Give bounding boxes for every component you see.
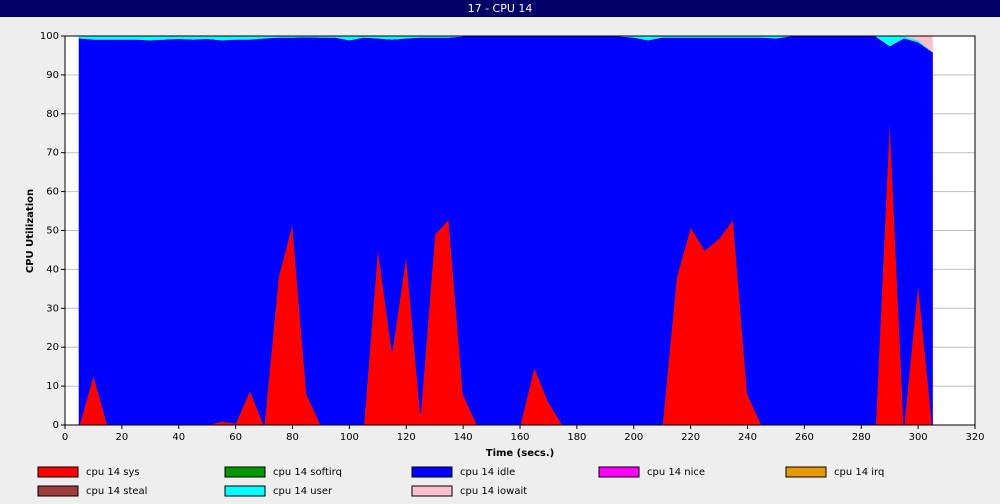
x-tick-label: 80 [286, 432, 299, 443]
y-axis-label: CPU Utilization [25, 189, 36, 273]
x-tick-label: 60 [229, 432, 242, 443]
y-tick-label: 60 [46, 187, 59, 198]
x-tick-label: 200 [624, 432, 643, 443]
y-tick-label: 10 [46, 381, 59, 392]
legend-label: cpu 14 steal [86, 486, 147, 497]
legend-swatch [411, 485, 453, 497]
legend-swatch [37, 485, 79, 497]
legend-label: cpu 14 idle [460, 467, 515, 478]
legend-label: cpu 14 nice [647, 467, 705, 478]
y-tick-label: 0 [53, 420, 59, 431]
x-axis-label: Time (secs.) [486, 448, 555, 459]
chart-title: 17 - CPU 14 [468, 2, 533, 15]
y-tick-label: 70 [46, 148, 59, 159]
plot-frame [64, 35, 976, 426]
y-tick-label: 90 [46, 70, 59, 81]
x-tick-label: 160 [510, 432, 529, 443]
x-tick-label: 140 [454, 432, 473, 443]
x-tick-label: 260 [795, 432, 814, 443]
y-tick-label: 100 [40, 31, 59, 42]
y-tick-label: 40 [46, 264, 59, 275]
x-tick-label: 20 [116, 432, 129, 443]
legend-swatch [224, 485, 266, 497]
y-tick-label: 20 [46, 342, 59, 353]
y-tick-label: 30 [46, 303, 59, 314]
legend-swatch [37, 466, 79, 478]
x-tick-label: 40 [172, 432, 185, 443]
x-tick-label: 220 [681, 432, 700, 443]
x-tick-label: 280 [852, 432, 871, 443]
legend-label: cpu 14 softirq [273, 467, 342, 478]
x-tick-label: 0 [62, 432, 68, 443]
legend-label: cpu 14 irq [834, 467, 884, 478]
x-tick-label: 320 [965, 432, 984, 443]
legend-swatch [785, 466, 827, 478]
x-tick-label: 240 [738, 432, 757, 443]
legend-swatch [598, 466, 640, 478]
legend-swatch [224, 466, 266, 478]
x-tick-label: 300 [909, 432, 928, 443]
title-bar [0, 0, 1000, 17]
area [78, 35, 933, 426]
x-tick-label: 120 [397, 432, 416, 443]
y-tick-label: 80 [46, 109, 59, 120]
legend-swatch [411, 466, 453, 478]
y-tick-label: 50 [46, 226, 59, 237]
legend-label: cpu 14 sys [86, 467, 140, 478]
x-tick-label: 100 [340, 432, 359, 443]
legend-label: cpu 14 user [273, 486, 333, 497]
x-tick-label: 180 [567, 432, 586, 443]
legend-label: cpu 14 iowait [460, 486, 527, 497]
